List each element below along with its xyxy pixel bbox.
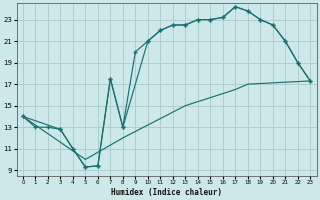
X-axis label: Humidex (Indice chaleur): Humidex (Indice chaleur) bbox=[111, 188, 222, 197]
